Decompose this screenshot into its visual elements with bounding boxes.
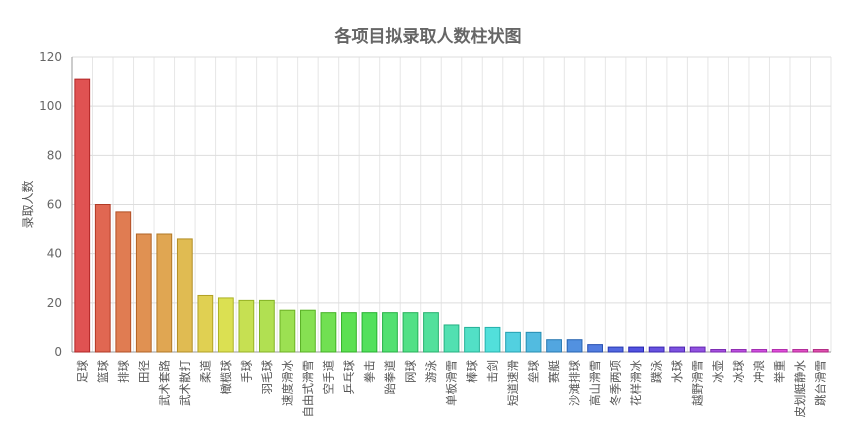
x-tick-label: 越野滑雪 (691, 360, 705, 406)
x-tick-label: 游泳 (424, 360, 438, 383)
bar (94, 204, 111, 353)
bar (648, 346, 665, 353)
bar (258, 299, 275, 353)
x-tick-label: 空手道 (321, 360, 335, 395)
x-tick-label: 柔道 (198, 360, 212, 383)
bar (525, 331, 542, 353)
x-tick-label: 冬季两项 (609, 360, 623, 406)
x-tick-label: 网球 (403, 360, 417, 383)
bar (217, 297, 234, 353)
bar (689, 346, 706, 353)
x-tick-label: 速度滑冰 (280, 360, 294, 406)
bar (484, 326, 501, 353)
bar (710, 349, 727, 353)
x-tick-label: 武术散打 (178, 360, 192, 406)
x-tick-label: 蹼泳 (650, 360, 664, 383)
bar (238, 299, 255, 353)
y-axis-label: 录取人数 (20, 180, 35, 228)
x-tick-label: 冲浪 (752, 360, 766, 383)
bar (74, 78, 91, 353)
bar (751, 349, 768, 353)
bar (135, 233, 152, 353)
bar (792, 349, 809, 353)
bar (812, 349, 829, 353)
bar (320, 312, 337, 353)
y-tick-label: 80 (47, 148, 62, 162)
bar (176, 238, 193, 353)
x-tick-label: 皮划艇静水 (793, 360, 807, 418)
x-tick-label: 武术套路 (157, 360, 171, 406)
bar (669, 346, 686, 353)
x-tick-label: 排球 (116, 360, 130, 383)
bar (279, 309, 296, 353)
x-tick-label: 赛艇 (547, 360, 561, 383)
x-tick-label: 跳台滑雪 (814, 360, 828, 406)
bar (443, 324, 460, 353)
x-tick-label: 垒球 (527, 360, 541, 383)
y-tick-label: 20 (47, 296, 62, 310)
bar (505, 331, 521, 353)
y-tick-label: 100 (39, 99, 62, 113)
x-tick-label: 拳击 (362, 360, 376, 383)
chart-title: 各项目拟录取人数柱状图 (334, 27, 522, 47)
x-tick-label: 冰球 (732, 360, 746, 383)
bar (771, 349, 788, 353)
x-tick-label: 击剑 (486, 360, 500, 383)
x-tick-label: 羽毛球 (260, 360, 274, 395)
bar (115, 211, 132, 353)
x-tick-label: 手球 (239, 360, 253, 383)
bar (464, 326, 480, 353)
x-tick-label: 自由式滑雪 (301, 360, 315, 418)
y-tick-label: 0 (54, 345, 62, 359)
x-tick-label: 足球 (75, 360, 89, 383)
bar (341, 312, 357, 353)
x-tick-label: 橄榄球 (219, 360, 233, 395)
bar (423, 312, 439, 353)
bar (566, 339, 583, 353)
bar (156, 233, 173, 353)
bar (361, 312, 378, 353)
bar (197, 294, 214, 353)
x-tick-label: 乒乓球 (342, 360, 356, 395)
x-tick-label: 高山滑雪 (588, 360, 602, 406)
bar (628, 346, 645, 353)
x-tick-label: 单板滑雪 (445, 360, 459, 406)
x-tick-label: 水球 (670, 360, 684, 383)
x-tick-label: 花样滑冰 (629, 360, 643, 406)
x-tick-label: 举重 (773, 360, 787, 383)
x-tick-label: 短道速滑 (506, 360, 520, 406)
x-tick-label: 冰壶 (711, 360, 725, 383)
bar (587, 344, 603, 353)
x-tick-label: 篮球 (96, 360, 110, 383)
y-tick-label: 40 (47, 247, 62, 261)
x-tick-label: 沙滩排球 (568, 360, 582, 406)
y-tick-label: 120 (39, 50, 62, 64)
x-tick-label: 棒球 (465, 360, 479, 383)
bar (730, 349, 747, 353)
bar (546, 339, 562, 353)
x-tick-label: 跆拳道 (383, 360, 397, 395)
bar (300, 309, 316, 353)
x-tick-label: 田径 (137, 360, 151, 383)
bar (402, 312, 419, 353)
bar (382, 312, 398, 353)
y-tick-label: 60 (47, 198, 62, 212)
bar (607, 346, 624, 353)
